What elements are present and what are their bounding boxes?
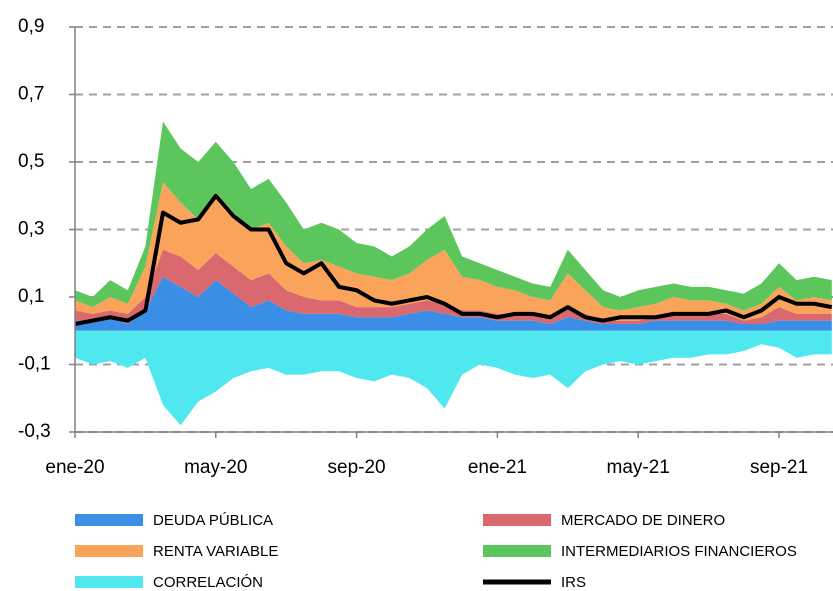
legend-label: INTERMEDIARIOS FINANCIEROS [561,543,797,560]
y-tick-label: -0,1 [18,354,51,375]
legend-swatch [75,545,143,557]
legend-swatch [75,514,143,526]
y-tick-label: 0,1 [18,286,44,307]
x-tick-label: ene-21 [468,457,527,478]
area [75,276,832,331]
legend-label: DEUDA PÚBLICA [153,512,273,529]
legend-swatch [75,576,143,588]
line [74,193,833,326]
area [75,121,832,311]
y-tick-label: 0,5 [18,151,44,172]
y-tick-label: 0,7 [18,84,44,105]
area [75,182,832,321]
y-tick-label: 0,9 [18,16,44,37]
x-tick-label: may-21 [607,457,670,478]
legend-label: IRS [561,574,586,591]
x-tick-label: sep-21 [750,457,808,478]
y-tick-label: 0,3 [18,219,44,240]
x-tick-label: ene-20 [45,457,104,478]
x-tick-label: sep-20 [328,457,386,478]
y-tick-label: -0,3 [18,421,51,442]
x-tick-label: may-20 [184,457,247,478]
legend-swatch [483,514,551,526]
legend-label: CORRELACIÓN [153,574,263,591]
legend-swatch [483,545,551,557]
area [75,330,832,426]
legend-label: MERCADO DE DINERO [561,512,725,529]
legend-label: RENTA VARIABLE [153,543,278,560]
